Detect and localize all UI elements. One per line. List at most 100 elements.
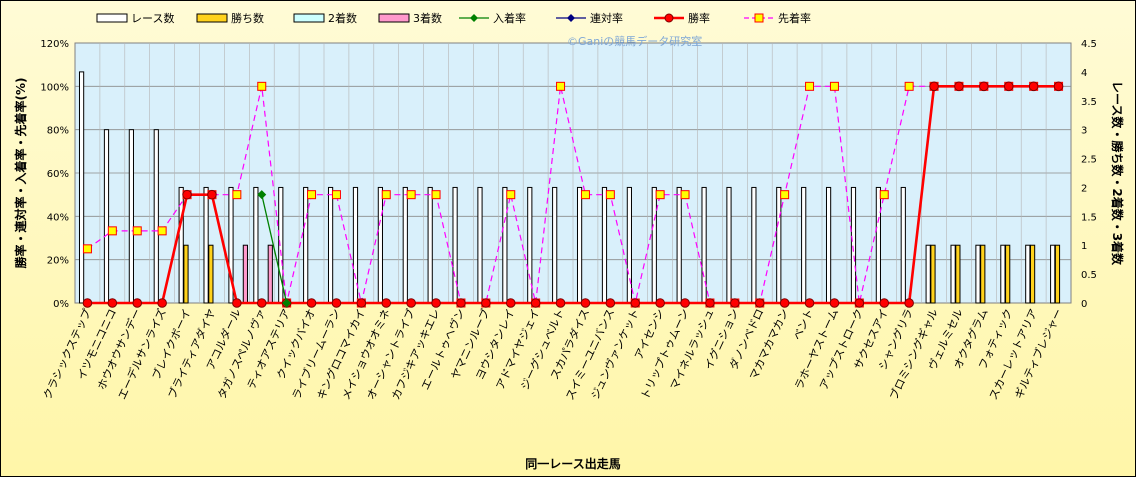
bar-0 (1050, 244, 1056, 304)
data-point (979, 81, 989, 92)
legend-swatch (96, 13, 128, 23)
data-point (854, 298, 865, 308)
data-point (406, 298, 416, 308)
data-point (132, 298, 143, 308)
watermark: ©Ganiの競馬データ研究室 (567, 34, 702, 48)
data-point (381, 298, 392, 308)
legend-label: 勝率 (688, 11, 710, 25)
series-line (87, 85, 1059, 304)
data-point (506, 190, 516, 200)
data-point (381, 190, 391, 200)
data-point (805, 81, 815, 91)
data-point (829, 298, 840, 308)
bar-0 (601, 186, 608, 304)
data-point (904, 298, 914, 308)
legend-label: 先着率 (778, 11, 811, 25)
data-point (829, 81, 839, 91)
bar-0 (576, 186, 583, 304)
data-point (929, 81, 939, 92)
data-point (655, 298, 665, 308)
x-axis-title: 同一レース出走馬 (525, 456, 620, 471)
bar-0 (477, 186, 483, 304)
tick-label: 0.5 (1081, 270, 1097, 281)
data-point (630, 298, 641, 308)
data-point (904, 81, 914, 91)
tick-label: 60% (47, 169, 69, 180)
data-point (780, 190, 790, 200)
data-point (132, 226, 142, 236)
data-point (555, 298, 566, 308)
data-point (331, 190, 341, 200)
line-series (82, 81, 1064, 308)
legend-swatch (293, 13, 325, 23)
tick-label: 100% (40, 82, 69, 93)
bar-0 (203, 186, 209, 304)
data-point (207, 189, 217, 200)
y-axis-left-title: 勝率・連対率・入着率・先着率(%) (13, 78, 28, 269)
data-point (954, 81, 964, 92)
bar-0 (427, 186, 433, 304)
data-point (804, 298, 815, 308)
data-point (779, 298, 790, 308)
legend-label: 連対率 (590, 11, 623, 25)
bar-0 (875, 186, 881, 304)
series-line (87, 85, 1059, 305)
bar-1 (183, 244, 189, 304)
data-point (680, 298, 690, 308)
data-point (730, 298, 740, 308)
category-labels: クラシックステップイツモニコニコホウオウサンデーエーデルサンライズブレイクボーイ… (41, 306, 1065, 402)
bar-0 (900, 186, 906, 304)
grid-lines (75, 43, 1071, 303)
tick-label: 120% (40, 39, 69, 50)
data-point (556, 81, 566, 91)
bar-0 (103, 129, 110, 304)
tick-label: 4.5 (1081, 39, 1097, 50)
bar-0 (402, 186, 408, 304)
bar-0 (825, 186, 832, 304)
bar-0 (1000, 244, 1006, 304)
data-point (655, 190, 665, 200)
data-point (481, 298, 491, 308)
bar-0 (253, 186, 259, 304)
bar-0 (950, 244, 956, 304)
data-point (879, 190, 889, 200)
data-point (256, 298, 267, 308)
bar-0 (377, 186, 383, 304)
bar-0 (228, 186, 234, 304)
data-point (356, 298, 367, 308)
bar-3 (242, 244, 248, 304)
data-point (431, 298, 441, 308)
bar-1 (208, 244, 214, 304)
data-point (1028, 81, 1039, 92)
bar-0 (552, 186, 558, 304)
bar-0 (726, 186, 732, 304)
data-point (232, 298, 242, 308)
legend-marker (567, 14, 575, 22)
legend-label: レース数 (131, 12, 174, 25)
bar-0 (651, 186, 657, 304)
bar-0 (975, 244, 981, 304)
data-point (1053, 81, 1064, 92)
data-point (879, 298, 890, 308)
tick-label: 2.5 (1081, 155, 1097, 166)
legend-label: 3着数 (413, 11, 442, 25)
tick-label: 2 (1081, 183, 1087, 194)
data-point (406, 190, 416, 200)
bar-0 (303, 186, 309, 304)
data-point (754, 298, 765, 308)
data-point (107, 226, 117, 236)
tick-label: 1.5 (1081, 212, 1097, 223)
data-point (307, 190, 317, 200)
data-point (157, 298, 167, 308)
data-point (107, 298, 118, 308)
data-point (1003, 81, 1014, 92)
data-point (605, 190, 615, 200)
bar-0 (153, 129, 159, 304)
data-point (82, 244, 92, 254)
bar-1 (930, 244, 936, 304)
legend-swatch (378, 13, 410, 23)
tick-label: 0 (1081, 299, 1087, 310)
bar-0 (801, 186, 807, 304)
series-line (261, 194, 288, 304)
